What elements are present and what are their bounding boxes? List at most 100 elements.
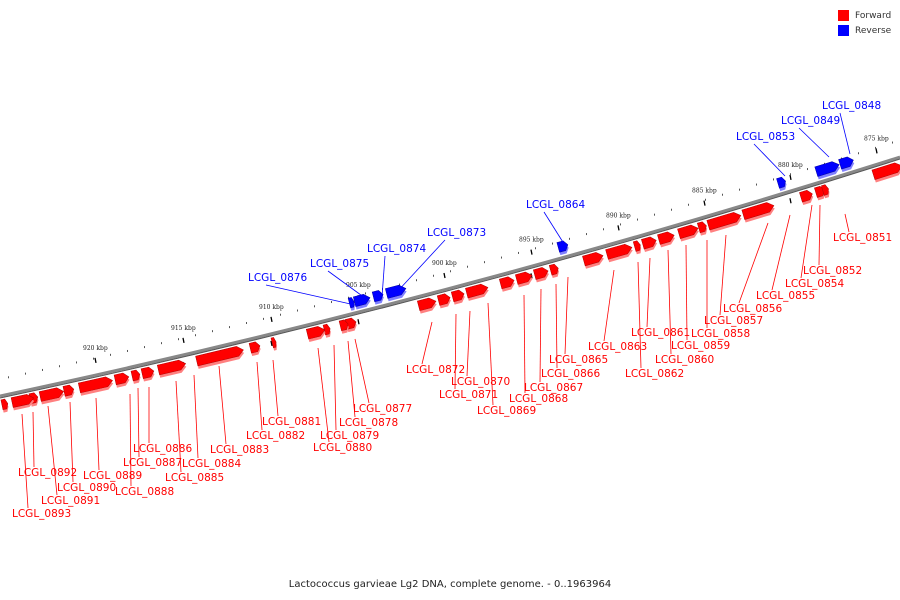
tick-mark [875,148,878,154]
gene-label: LCGL_0872 [406,364,465,376]
minor-tick [365,292,366,295]
minor-tick [127,349,128,352]
leader-line [539,288,542,383]
minor-tick [246,322,247,325]
minor-tick [59,365,60,368]
gene-arrow-f36 [10,394,35,411]
tick-label: 890 kbp [606,212,631,219]
gene-label: LCGL_0885 [165,472,224,484]
minor-tick [263,317,264,320]
leader-line-layer [21,112,851,509]
minor-tick [807,168,808,171]
gene-arrow-f25 [270,337,277,351]
gene-label: LCGL_0871 [439,389,498,401]
gene-label: LCGL_0880 [313,442,372,454]
gene-arrow-f5 [706,212,742,233]
gene-arrow-f28 [156,359,187,378]
tick-label: 875 kbp [864,135,889,142]
leader-line [395,239,446,294]
leader-line [193,374,199,459]
tick-label: 900 kbp [432,260,457,267]
minor-tick [892,141,893,144]
gene-label: LCGL_0865 [549,354,608,366]
leader-line [47,405,58,496]
gene-label: LCGL_0855 [756,290,815,302]
gene-arrow-f27 [195,346,245,369]
gene-arrow-r7 [347,297,355,311]
gene-label: LCGL_0881 [262,416,321,428]
tick-mark-lower [357,319,360,325]
leader-line [421,321,433,365]
gene-label: LCGL_0879 [320,430,379,442]
leader-line [95,397,100,471]
gene-arrow-f24 [305,326,326,342]
gene-arrow-f9 [641,236,658,252]
gene-label: LCGL_0851 [833,232,892,244]
minor-tick [25,372,26,375]
gene-arrow-f19 [436,293,451,309]
genome-caption: Lactococcus garvieae Lg2 DNA, complete g… [288,579,612,590]
leader-line [218,365,227,445]
minor-tick [42,368,43,371]
gene-arrow-f3 [821,184,830,199]
leader-line [347,340,356,418]
minor-tick [161,342,162,345]
gene-label: LCGL_0876 [248,272,307,284]
minor-tick [331,301,332,304]
gene-arrow-f10 [632,240,642,255]
gene-arrow-f29 [140,366,155,382]
leader-line [21,413,29,509]
minor-tick [637,218,638,221]
leader-line [317,347,330,443]
leader-line [667,249,672,355]
leader-line [327,270,366,299]
minor-tick [8,376,9,379]
leader-line [272,359,279,417]
minor-tick [212,330,213,333]
tick-label: 920 kbp [83,345,108,352]
gene-arrow-f6 [696,221,708,236]
gene-arrow-f15 [515,271,533,288]
minor-tick [756,183,757,186]
gene-arrow-f37 [0,398,9,413]
minor-tick [178,338,179,341]
tick-mark-lower [789,198,792,204]
gene-label: LCGL_0868 [509,393,568,405]
gene-arrow-f17 [465,283,489,301]
tick-mark [789,174,792,181]
leader-line [175,380,182,473]
tick-label: 885 kbp [692,188,717,195]
minor-tick [586,233,587,236]
gene-label: LCGL_0854 [785,278,844,290]
forward-swatch [838,10,849,21]
minor-tick [654,213,655,216]
gene-label: LCGL_0866 [541,368,600,380]
leader-line [466,310,471,377]
leader-line [354,338,370,404]
minor-tick [76,361,77,364]
minor-tick [518,251,519,254]
gene-label: LCGL_0884 [182,458,241,470]
minor-tick [603,228,604,231]
tick-label: 915 kbp [171,325,196,332]
gene-label: LCGL_0862 [625,368,684,380]
gene-label: LCGL_0888 [115,486,174,498]
minor-tick [739,188,740,191]
leader-line [69,401,74,483]
gene-arrow-f30 [130,369,141,384]
minor-tick [433,274,434,277]
leader-line [564,276,569,355]
gene-label: LCGL_0859 [671,340,730,352]
minor-tick [773,178,774,181]
gene-arrow-r4 [384,284,407,302]
leader-line [543,211,567,248]
gene-label: LCGL_0853 [736,131,795,143]
tick-label: 910 kbp [259,304,284,311]
gene-label: LCGL_0892 [18,467,77,479]
gene-label-layer: LCGL_0851LCGL_0852LCGL_0854LCGL_0855LCGL… [12,100,892,520]
leader-line [454,313,457,390]
leader-line [523,294,526,394]
leader-line [333,344,337,431]
leader-line [256,361,263,431]
gene-label: LCGL_0870 [451,376,510,388]
